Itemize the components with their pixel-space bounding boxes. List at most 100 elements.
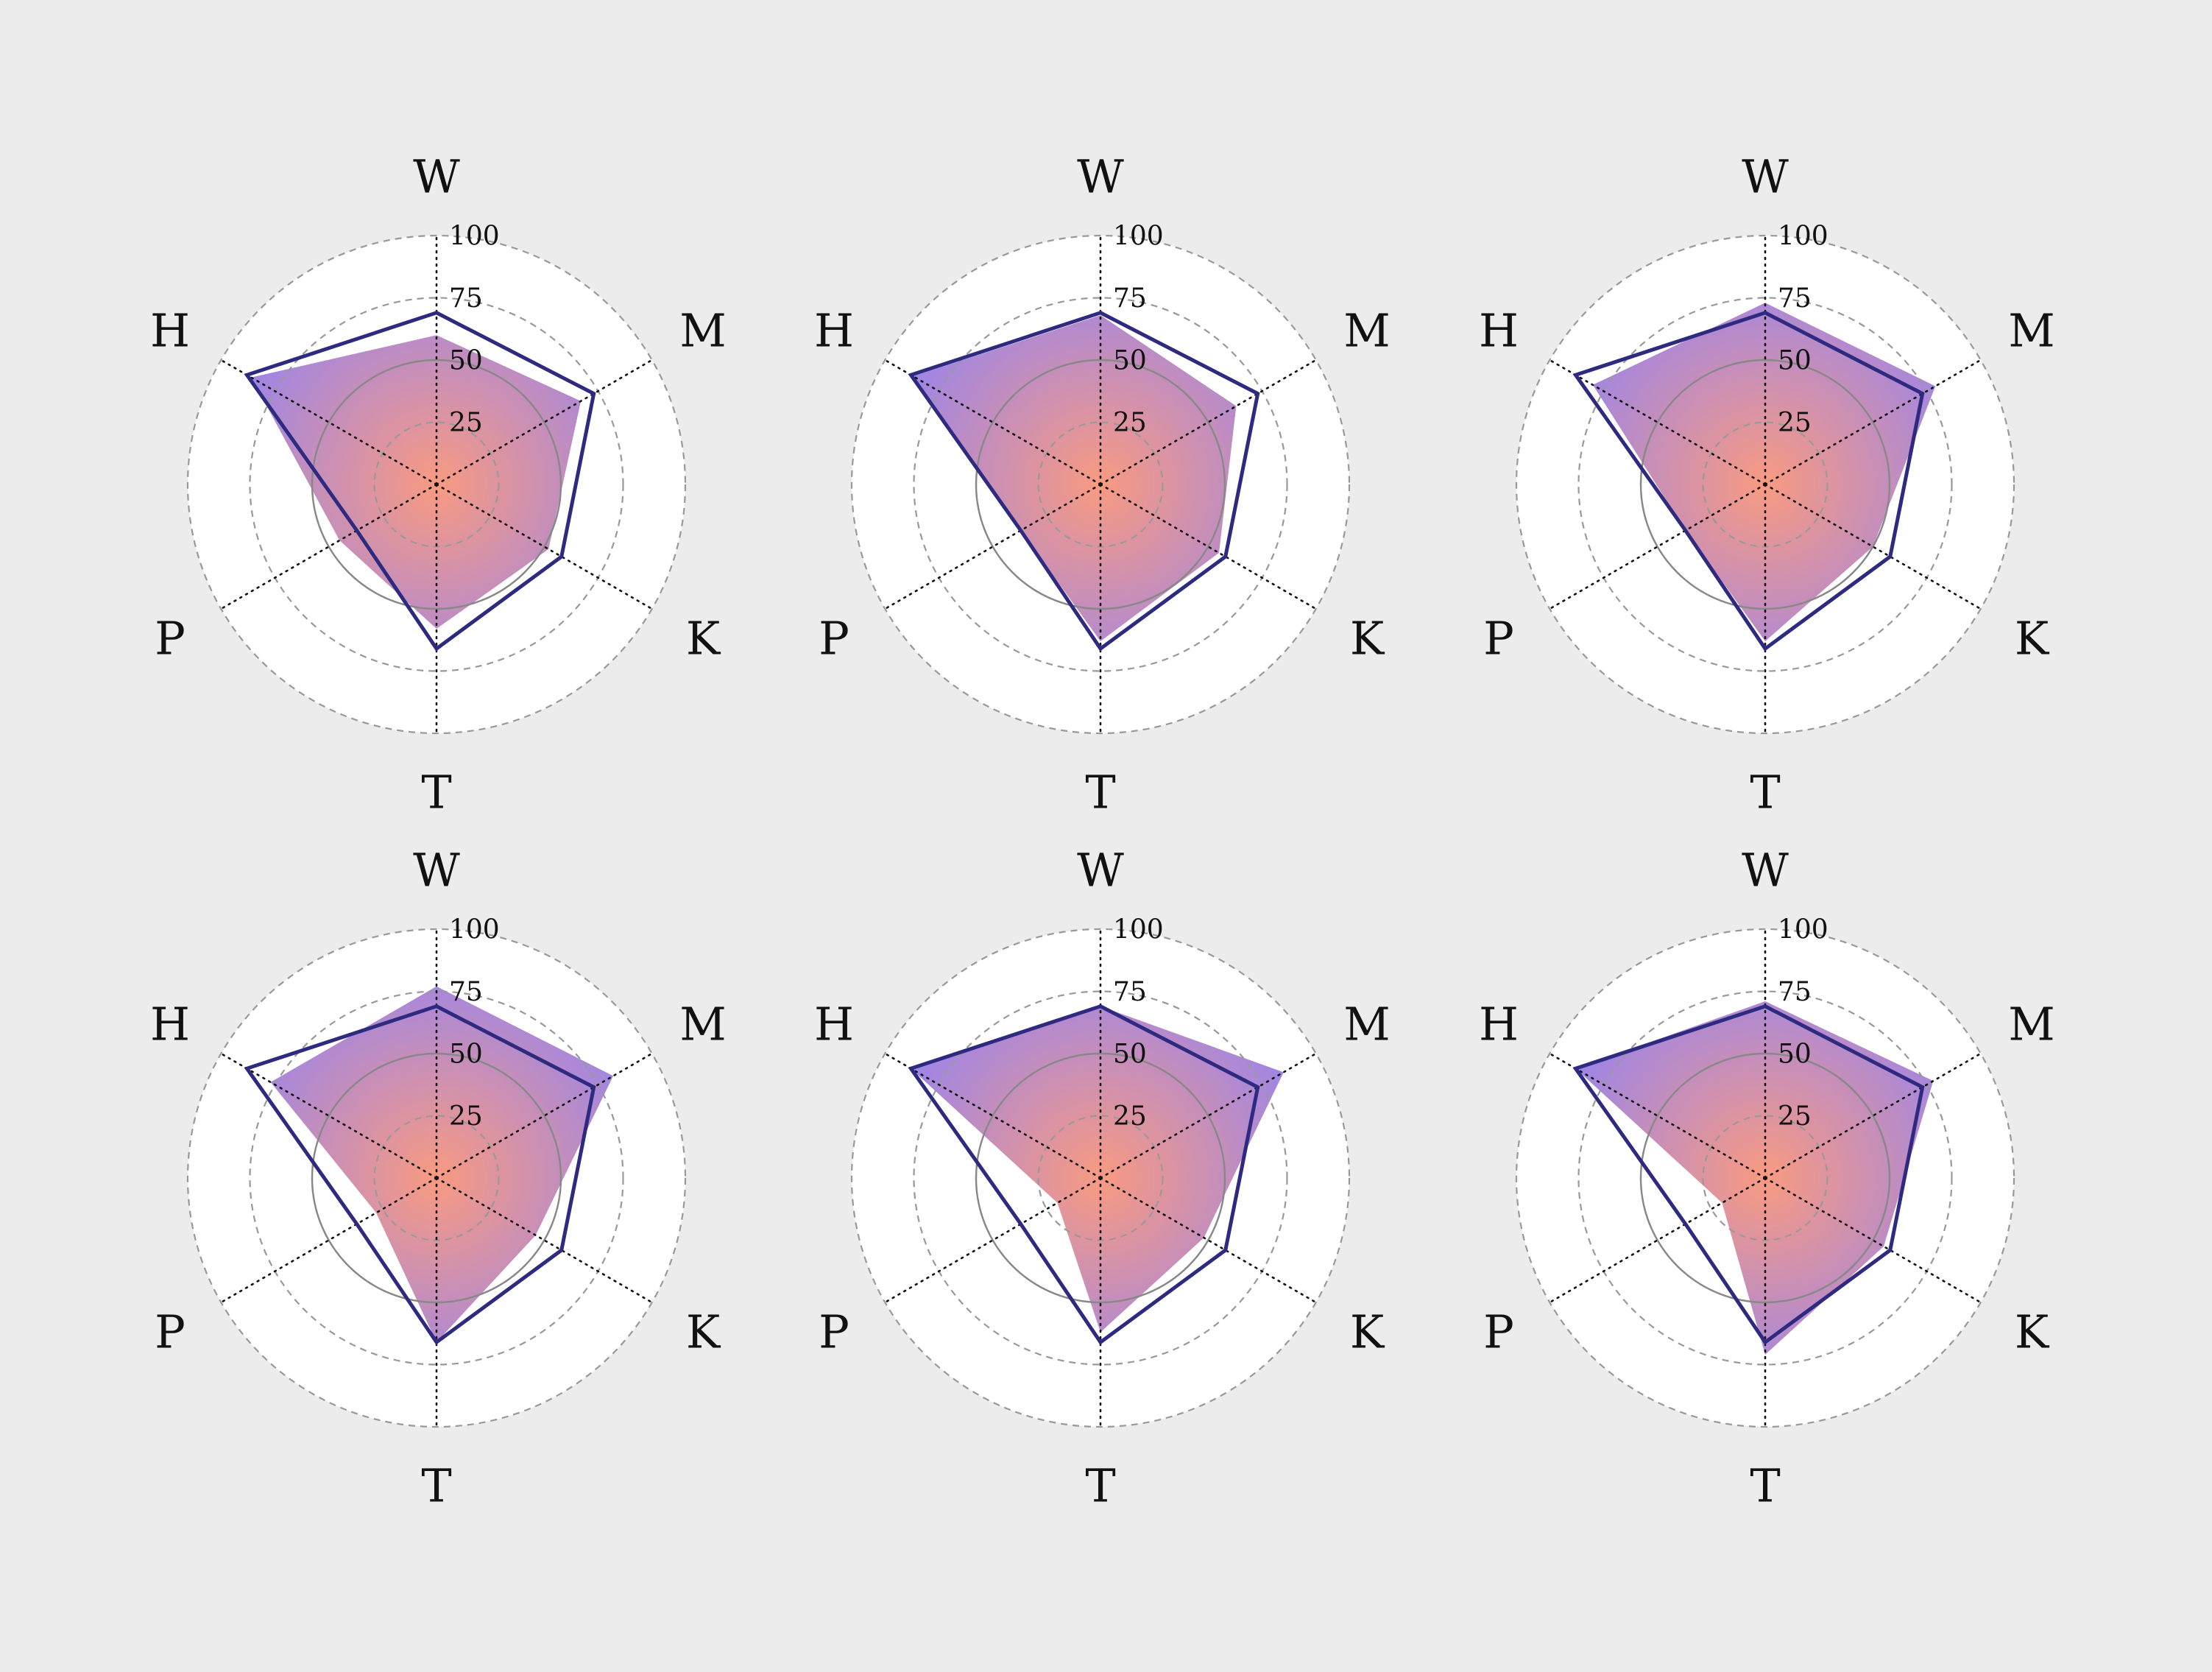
spoke-M [435,1052,654,1179]
radial-tick-label-50: 50 [449,1040,483,1070]
spoke-H [1548,1052,1767,1179]
spoke-H [219,359,438,486]
category-label-W: W [1077,844,1124,897]
grid-circle-25 [373,421,500,548]
series-outline [244,1004,596,1345]
category-label-P: P [1483,1305,1514,1359]
spoke-P [219,1177,438,1304]
radar-panel-2: W M K T P H 25 50 75 100 [814,150,1391,819]
radial-tick-label-25: 25 [449,1101,483,1132]
series-outline [908,311,1260,652]
category-label-K: K [1350,1305,1385,1359]
grid-circle-75 [249,297,624,672]
radar-panel-6: W M K T P H 25 50 75 100 [1479,844,2055,1513]
category-label-K: K [686,1305,721,1359]
series-fill-area [911,1006,1284,1333]
grid-circle-25 [1037,421,1164,548]
radial-tick-label-25: 25 [1113,408,1147,438]
spoke-P [1548,1177,1767,1304]
category-label-H: H [1479,998,1519,1051]
radar-panel-1: W M K T P H 25 50 75 100 [150,150,727,819]
category-label-M: M [1343,998,1390,1051]
spoke-M [1764,359,1982,486]
category-label-T: T [1750,1459,1780,1513]
category-label-T: T [1750,766,1780,819]
radar-panel-4: W M K T P H 25 50 75 100 [150,844,727,1513]
radial-tick-label-75: 75 [449,977,483,1007]
spoke-M [1099,359,1318,486]
series-outline [1572,311,1925,652]
radial-tick-label-75: 75 [449,283,483,314]
grid-circle-75 [913,990,1288,1366]
category-label-K: K [2015,1305,2050,1359]
category-label-T: T [1085,766,1115,819]
spoke-P [883,1177,1102,1304]
reference-circle [311,1052,562,1304]
spoke-K [1099,1177,1318,1304]
radial-tick-label-25: 25 [449,408,483,438]
grid-circle-100 [186,234,687,735]
radial-tick-label-100: 100 [1778,915,1828,945]
radar-panel-3: W M K T P H 25 50 75 100 [1479,150,2055,819]
category-label-T: T [421,1459,451,1513]
radial-tick-label-25: 25 [1113,1101,1147,1132]
category-label-K: K [686,612,721,666]
category-label-M: M [679,304,726,358]
category-label-H: H [150,304,190,358]
grid-circle-75 [1577,297,1953,672]
grid-circle-25 [1702,421,1828,548]
grid-circle-100 [850,928,1351,1428]
grid-circle-100 [186,928,687,1428]
category-label-W: W [413,844,460,897]
grid-circle-25 [1037,1115,1164,1241]
radial-tick-label-75: 75 [1778,283,1812,314]
spoke-M [435,359,654,486]
radial-tick-label-100: 100 [1113,915,1164,945]
spoke-H [883,359,1102,486]
grid-circle-100 [1515,234,2015,735]
reference-circle [975,359,1226,610]
category-label-W: W [1742,844,1789,897]
spoke-P [883,483,1102,610]
spoke-H [883,1052,1102,1179]
radial-tick-label-50: 50 [1113,1040,1147,1070]
grid-circle-25 [1702,1115,1828,1241]
radial-tick-label-75: 75 [1113,283,1147,314]
series-fill-area [1575,1001,1934,1355]
grid-circle-75 [913,297,1288,672]
reference-circle [1639,359,1891,610]
spoke-H [1548,359,1767,486]
radial-tick-label-50: 50 [449,346,483,376]
radial-tick-label-100: 100 [449,915,500,945]
series-fill-area [913,315,1237,641]
radial-tick-label-25: 25 [1778,408,1812,438]
spoke-K [435,483,654,610]
grid-circle-75 [1577,990,1953,1366]
category-label-M: M [679,998,726,1051]
category-label-W: W [413,150,460,204]
spoke-M [1099,1052,1318,1179]
radial-tick-label-25: 25 [1778,1101,1812,1132]
radial-tick-label-100: 100 [449,222,500,252]
spoke-M [1764,1052,1982,1179]
category-label-T: T [1085,1459,1115,1513]
category-label-T: T [421,766,451,819]
radial-tick-label-100: 100 [1113,222,1164,252]
spoke-K [1764,1177,1982,1304]
category-label-H: H [150,998,190,1051]
spoke-K [1099,483,1318,610]
radial-tick-label-75: 75 [1778,977,1812,1007]
radial-tick-label-75: 75 [1113,977,1147,1007]
category-label-K: K [2015,612,2050,666]
reference-circle [975,1052,1226,1304]
spoke-H [219,1052,438,1179]
category-label-K: K [1350,612,1385,666]
grid-circle-25 [373,1115,500,1241]
series-fill-area [1592,303,1936,641]
category-label-P: P [155,612,185,666]
grid-circle-100 [850,234,1351,735]
category-label-W: W [1742,150,1789,204]
series-outline [244,311,596,652]
radar-panels: W M K T P H 25 50 75 100 W M K T P H 25 50 75 100 W M K T P H 25 50… [150,150,2055,1513]
